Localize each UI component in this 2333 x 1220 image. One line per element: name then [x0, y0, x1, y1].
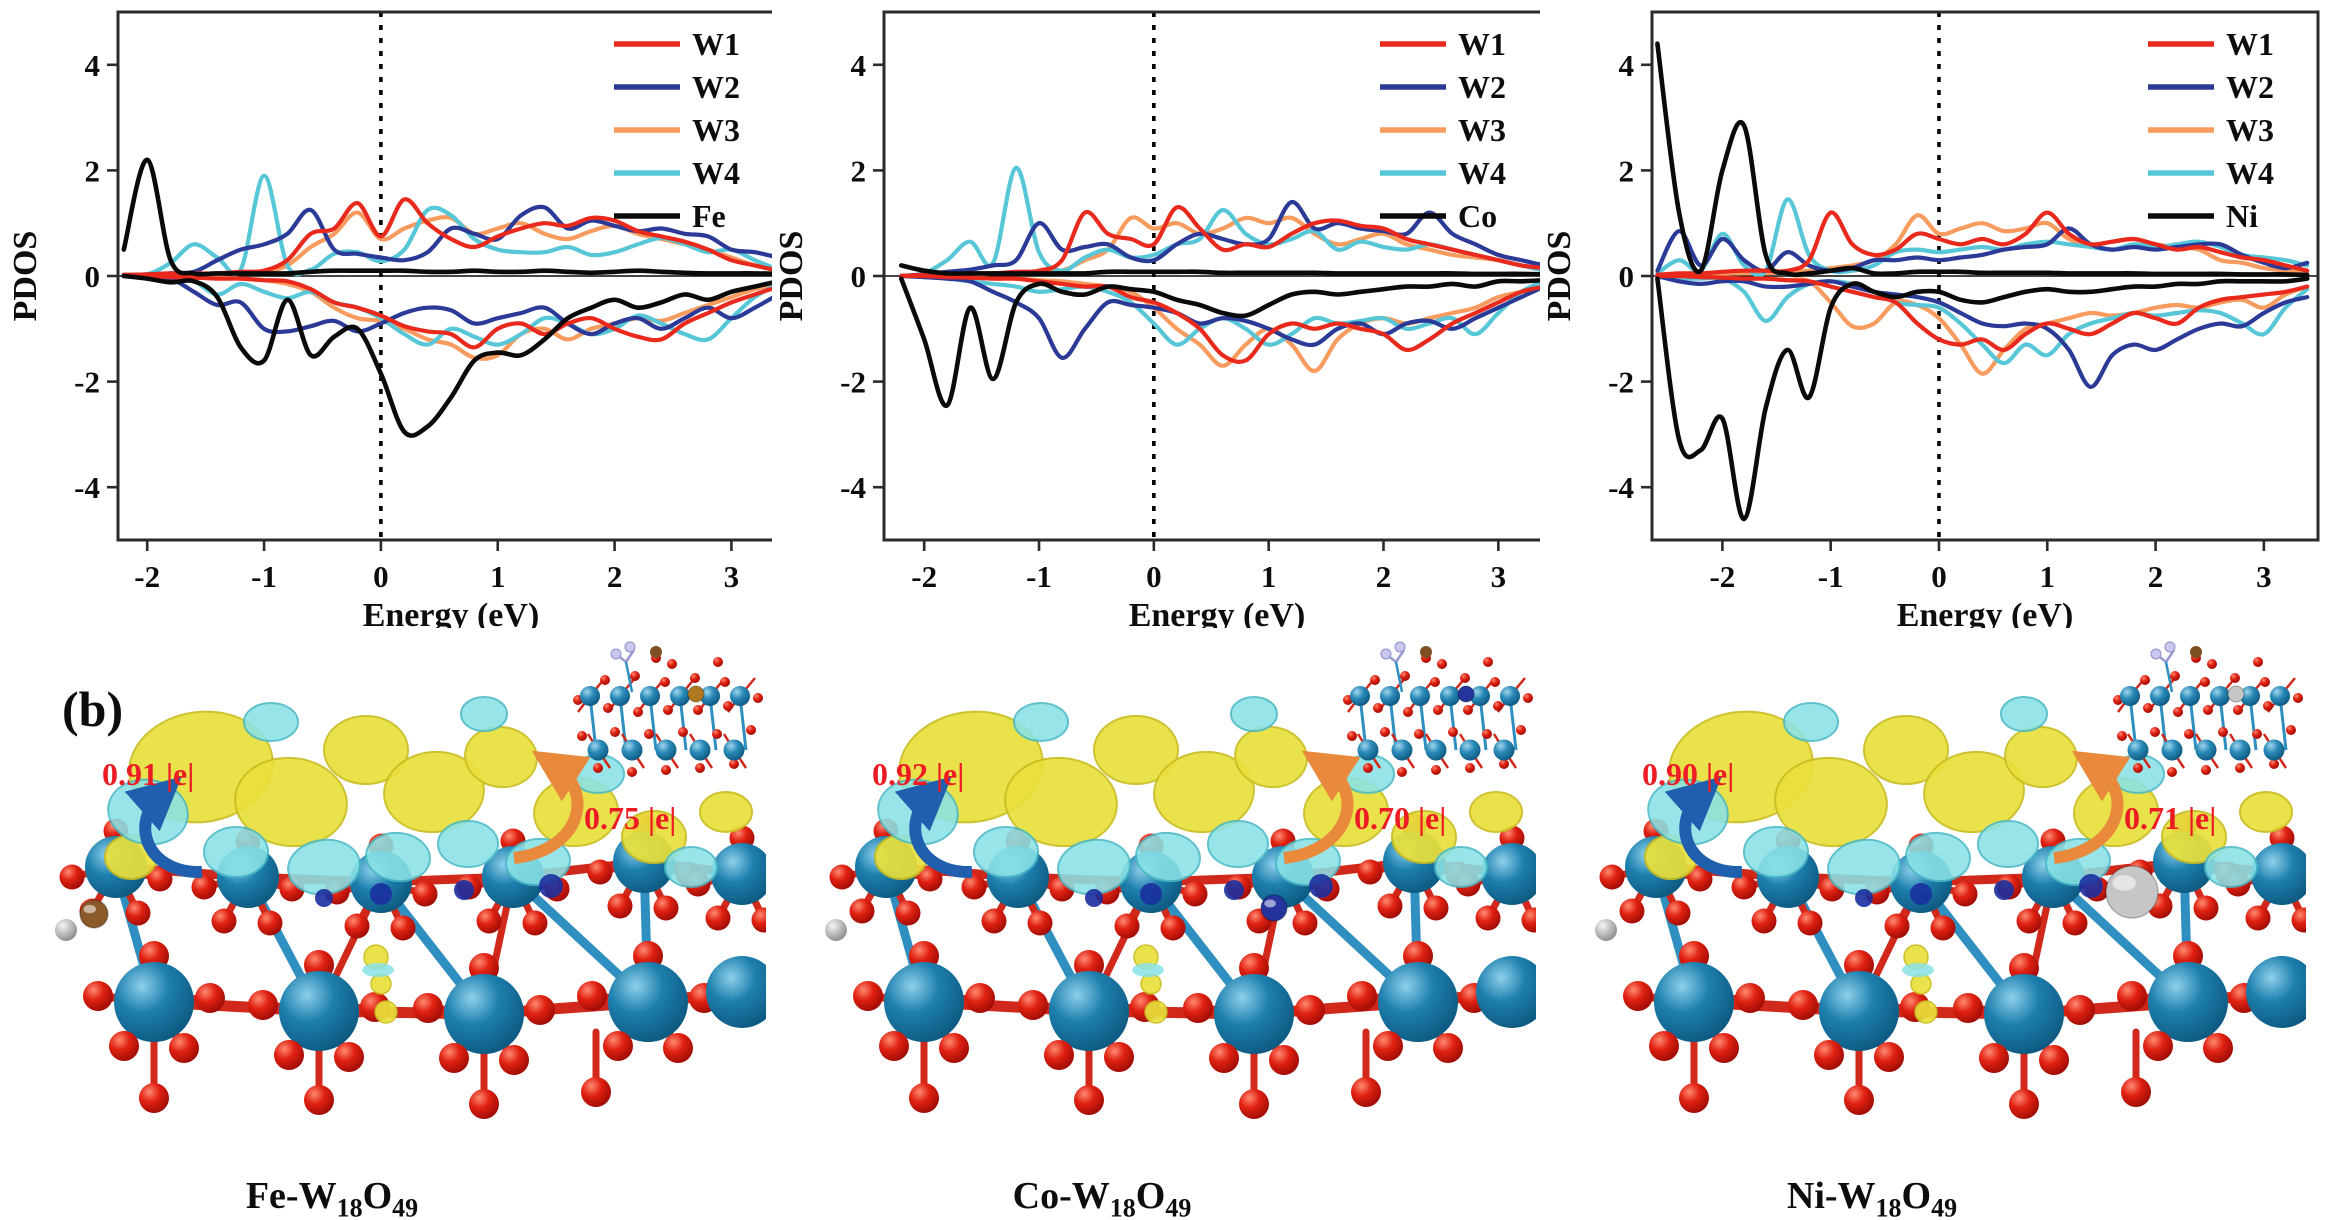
svg-text:2: 2	[85, 153, 101, 188]
svg-text:W3: W3	[2226, 112, 2274, 148]
structure-inset-fe	[573, 641, 763, 777]
svg-text:W4: W4	[692, 155, 740, 191]
pdos-chart-ni: -2 -1 0 1 2 3 -4 -2 0 2 4 Energy (eV) PDOS W1 W2 W3 W4 Ni	[1540, 0, 2330, 628]
structure-inset-co	[1343, 641, 1533, 777]
svg-text:1: 1	[490, 559, 506, 594]
svg-text:3: 3	[2256, 559, 2272, 594]
charge-transfer-right: 0.71 |e|	[2124, 800, 2217, 836]
charge-density-render-co	[825, 696, 1536, 1119]
svg-text:Energy (eV): Energy (eV)	[1129, 597, 1306, 628]
svg-text:-1: -1	[1026, 559, 1052, 594]
charge-density-render-ni	[1595, 696, 2306, 1119]
svg-text:4: 4	[1619, 48, 1635, 83]
svg-text:-2: -2	[1709, 559, 1735, 594]
charge-density-render-fe	[55, 696, 766, 1119]
svg-text:PDOS: PDOS	[1541, 231, 1578, 322]
svg-text:-4: -4	[1608, 470, 1634, 505]
svg-text:2: 2	[2148, 559, 2164, 594]
structure-fe: 0.91 |e| 0.75 |e| Fe-W18O49	[36, 628, 776, 1220]
svg-text:4: 4	[85, 48, 101, 83]
structure-label: Ni-W18O49	[1786, 1175, 1958, 1220]
svg-text:-2: -2	[134, 559, 160, 594]
charge-transfer-left: 0.90 |e|	[1642, 756, 1735, 792]
svg-text:W4: W4	[1458, 155, 1506, 191]
svg-text:-4: -4	[840, 470, 866, 505]
svg-text:Energy (eV): Energy (eV)	[363, 597, 540, 628]
svg-text:2: 2	[1619, 153, 1635, 188]
svg-text:W2: W2	[1458, 69, 1506, 105]
svg-text:W4: W4	[2226, 155, 2274, 191]
svg-text:-2: -2	[1608, 365, 1634, 400]
svg-text:0: 0	[85, 259, 101, 294]
svg-text:-4: -4	[74, 470, 100, 505]
charge-transfer-right: 0.70 |e|	[1354, 800, 1447, 836]
svg-text:Co: Co	[1458, 198, 1497, 234]
svg-text:PDOS: PDOS	[7, 231, 44, 322]
svg-text:0: 0	[373, 559, 389, 594]
svg-text:W2: W2	[2226, 69, 2274, 105]
svg-text:W1: W1	[2226, 26, 2274, 62]
svg-text:-2: -2	[74, 365, 100, 400]
svg-text:3: 3	[1491, 559, 1507, 594]
svg-text:PDOS: PDOS	[773, 231, 810, 322]
svg-text:-1: -1	[1818, 559, 1844, 594]
svg-text:2: 2	[851, 153, 867, 188]
structure-label: Co-W18O49	[1012, 1175, 1192, 1220]
pdos-chart-co: -2 -1 0 1 2 3 -4 -2 0 2 4 Energy (eV) PDOS W1 W2 W3 W4 Co	[772, 0, 1562, 628]
svg-text:W3: W3	[692, 112, 740, 148]
svg-text:2: 2	[607, 559, 623, 594]
charge-transfer-left: 0.92 |e|	[872, 756, 965, 792]
svg-text:0: 0	[1931, 559, 1947, 594]
svg-text:-1: -1	[251, 559, 277, 594]
svg-text:Energy (eV): Energy (eV)	[1897, 597, 2074, 628]
svg-text:0: 0	[1619, 259, 1635, 294]
charge-transfer-right: 0.75 |e|	[584, 800, 677, 836]
svg-text:0: 0	[851, 259, 867, 294]
svg-text:-2: -2	[840, 365, 866, 400]
pdos-chart-co-svg: -2 -1 0 1 2 3 -4 -2 0 2 4 Energy (eV) PDOS W1 W2 W3 W4 Co	[772, 0, 1562, 628]
charge-transfer-left: 0.91 |e|	[102, 756, 195, 792]
structure-inset-ni	[2113, 641, 2303, 777]
pdos-chart-fe: -2 -1 0 1 2 3 -4 -2 0 2 4 Energy (eV) PDOS W1 W2 W3 W4 Fe	[6, 0, 796, 628]
svg-text:W1: W1	[692, 26, 740, 62]
svg-text:3: 3	[724, 559, 740, 594]
pdos-chart-fe-svg: -2 -1 0 1 2 3 -4 -2 0 2 4 Energy (eV) PDOS W1 W2 W3 W4 Fe	[6, 0, 796, 628]
svg-text:W1: W1	[1458, 26, 1506, 62]
svg-text:Fe: Fe	[692, 198, 726, 234]
pdos-chart-ni-svg: -2 -1 0 1 2 3 -4 -2 0 2 4 Energy (eV) PDOS W1 W2 W3 W4 Ni	[1540, 0, 2330, 628]
svg-text:-2: -2	[911, 559, 937, 594]
svg-text:2: 2	[1376, 559, 1392, 594]
svg-text:W3: W3	[1458, 112, 1506, 148]
svg-text:1: 1	[2040, 559, 2056, 594]
svg-text:0: 0	[1146, 559, 1162, 594]
svg-text:4: 4	[851, 48, 867, 83]
structure-co: 0.92 |e| 0.70 |e| Co-W18O49	[806, 628, 1546, 1220]
structure-label: Fe-W18O49	[245, 1175, 419, 1220]
panel-b-tag: (b)	[62, 681, 124, 737]
svg-text:1: 1	[1261, 559, 1277, 594]
svg-text:Ni: Ni	[2226, 198, 2258, 234]
svg-text:W2: W2	[692, 69, 740, 105]
structure-ni: 0.90 |e| 0.71 |e| Ni-W18O49	[1576, 628, 2316, 1220]
